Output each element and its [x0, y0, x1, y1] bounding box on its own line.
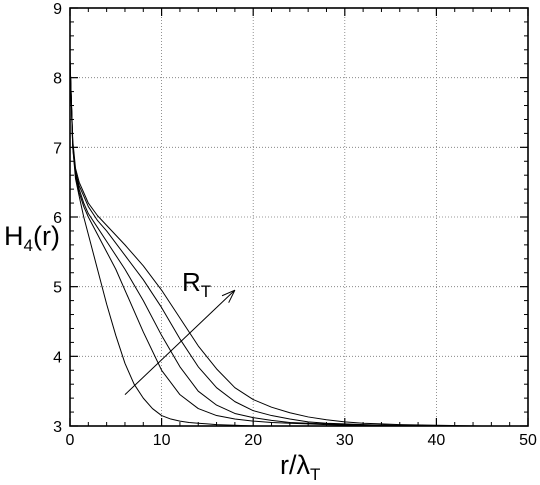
- x-tick-label: 30: [336, 432, 354, 449]
- annotation-label: RT: [182, 267, 211, 301]
- y-axis-label-rest: (r): [33, 221, 60, 251]
- y-tick-label: 5: [53, 280, 62, 297]
- annotation: RT: [124, 267, 236, 396]
- y-tick-label: 7: [53, 140, 62, 157]
- y-tick-label: 9: [53, 1, 62, 18]
- y-axis-label-sub: 4: [24, 236, 33, 255]
- annotation-label-sub: T: [201, 282, 211, 301]
- annotation-arrowhead: [221, 289, 236, 303]
- y-axis-label: H4(r): [4, 221, 60, 255]
- x-tick-label: 10: [153, 432, 171, 449]
- annotation-arrow: [124, 289, 236, 396]
- y-tick-label: 4: [53, 349, 62, 366]
- x-tick-label: 0: [66, 432, 75, 449]
- annotation-label-main: R: [182, 267, 201, 297]
- x-tick-label: 40: [428, 432, 446, 449]
- series-line-1: [69, 60, 528, 427]
- series-line-3: [69, 60, 528, 427]
- x-axis-label: r/λT: [280, 450, 320, 484]
- series-group: [69, 60, 528, 427]
- y-tick-label: 3: [53, 419, 62, 436]
- series-line-5: [69, 60, 528, 427]
- x-tick-label: 20: [244, 432, 262, 449]
- x-axis-label-main: r/λ: [280, 450, 310, 480]
- y-tick-label: 6: [53, 210, 62, 227]
- x-tick-label: 50: [519, 432, 537, 449]
- series-line-4: [69, 60, 528, 427]
- x-axis-label-sub: T: [310, 465, 320, 484]
- y-axis-label-main: H: [4, 221, 24, 251]
- series-line-2: [69, 60, 528, 427]
- grid: [70, 8, 528, 426]
- tick-marks: [69, 7, 529, 427]
- y-tick-label: 8: [53, 71, 62, 88]
- tick-labels: 0 10 20 30 40 50 3 4 5 6 7 8 9: [53, 1, 537, 449]
